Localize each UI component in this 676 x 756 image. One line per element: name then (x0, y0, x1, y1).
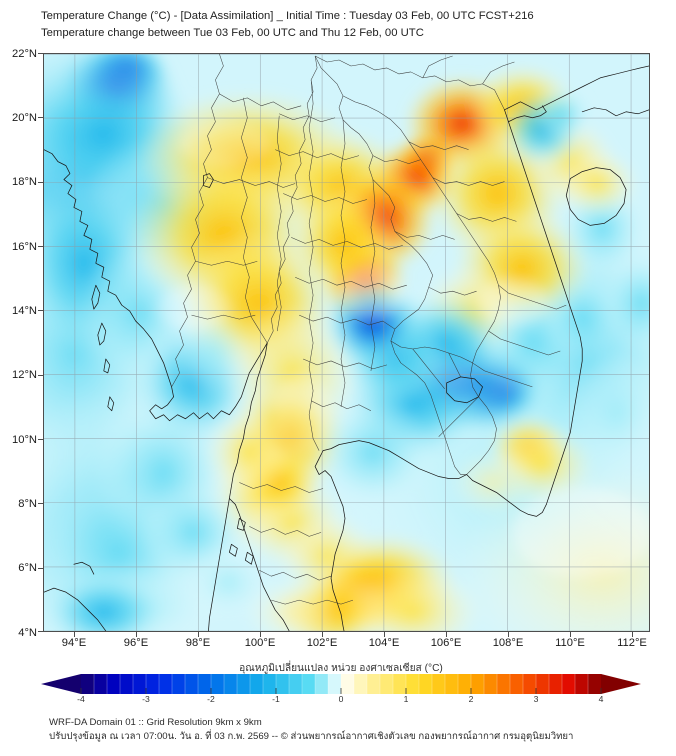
map-plot-area (43, 53, 650, 632)
colorbar-tick--4: -4 (77, 694, 85, 704)
ytick-label-14N: 14°N (12, 304, 37, 317)
ytick-label-22N: 22°N (12, 47, 37, 60)
colorbar-tick--2: -2 (207, 694, 215, 704)
ytick-label-10N: 10°N (12, 433, 37, 446)
title-line-1: Temperature Change (°C) - [Data Assimila… (41, 10, 534, 22)
colorbar-tick--3: -3 (142, 694, 150, 704)
xtick-label-112E: 112°E (617, 637, 647, 649)
xtick-label-100E: 100°E (244, 637, 276, 649)
colorbar-tick-0: 0 (338, 694, 344, 704)
colorbar-tick--1: -1 (272, 694, 280, 704)
xtick-label-106E: 106°E (430, 637, 462, 649)
ytick-label-8N: 8°N (18, 497, 37, 510)
footer-line-2: ปรับปรุงข้อมูล ณ เวลา 07:00น. วัน อ. ที่… (49, 731, 574, 742)
chart-title-block: Temperature Change (°C) - [Data Assimila… (41, 8, 661, 41)
xtick-label-96E: 96°E (123, 637, 149, 649)
colorbar: อุณหภูมิเปลี่ยนแปลง หน่วย องศาเซลเซียส (… (41, 660, 641, 706)
ytick-label-18N: 18°N (12, 176, 37, 189)
ytick-label-12N: 12°N (12, 369, 37, 382)
ytick-label-4N: 4°N (18, 626, 37, 639)
colorbar-caption: อุณหภูมิเปลี่ยนแปลง หน่วย องศาเซลเซียส (… (239, 663, 443, 674)
title-line-2: Temperature change between Tue 03 Feb, 0… (41, 26, 424, 39)
ytick-label-6N: 6°N (18, 562, 37, 575)
xtick-label-94E: 94°E (61, 637, 87, 649)
colorbar-tick-1: 1 (403, 694, 409, 704)
ytick-label-20N: 20°N (12, 111, 37, 124)
footer-line-1: WRF-DA Domain 01 :: Grid Resolution 9km … (49, 717, 262, 728)
xtick-label-102E: 102°E (306, 637, 338, 649)
xtick-label-104E: 104°E (368, 637, 400, 649)
temperature-anomaly-field (44, 54, 649, 631)
xtick-label-110E: 110°E (555, 637, 585, 649)
xtick-label-108E: 108°E (492, 637, 524, 649)
footer-block: WRF-DA Domain 01 :: Grid Resolution 9km … (49, 716, 659, 744)
colorbar-swatches (41, 674, 641, 694)
ytick-label-16N: 16°N (12, 240, 37, 253)
colorbar-tick-3: 3 (533, 694, 539, 704)
colorbar-tick-2: 2 (468, 694, 474, 704)
colorbar-tick-4: 4 (598, 694, 604, 704)
xtick-label-98E: 98°E (185, 637, 211, 649)
